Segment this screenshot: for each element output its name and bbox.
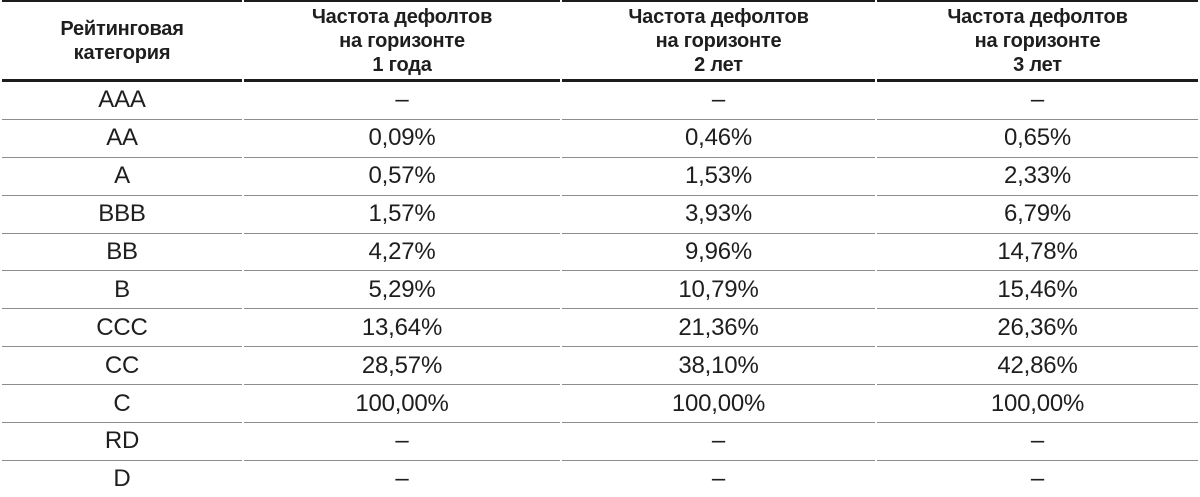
table-row: BB 4,27% 9,96% 14,78% — [2, 234, 1198, 272]
table-body: AAA – – – AA 0,09% 0,46% 0,65% A 0,57% 1… — [2, 82, 1198, 497]
table-row: B 5,29% 10,79% 15,46% — [2, 271, 1198, 310]
rating-category-cell: BB — [2, 234, 242, 272]
value-cell-3y: 2,33% — [877, 158, 1198, 196]
value-cell-1y: – — [244, 461, 560, 497]
value-cell-3y: – — [877, 423, 1198, 461]
value-cell-3y: 26,36% — [877, 309, 1198, 348]
header-cell-horizon-2y: Частота дефолтов на горизонте 2 лет — [562, 0, 875, 82]
table-row: D – – – — [2, 461, 1198, 497]
rating-category-cell: BBB — [2, 196, 242, 234]
value-cell-2y: 1,53% — [562, 158, 875, 196]
value-cell-1y: 0,09% — [244, 120, 560, 158]
header-row: Рейтинговая категория Частота дефолтов н… — [2, 0, 1198, 82]
value-cell-3y: 14,78% — [877, 234, 1198, 272]
value-cell-2y: – — [562, 82, 875, 120]
rating-category-cell: AAA — [2, 82, 242, 120]
header-cell-horizon-3y: Частота дефолтов на горизонте 3 лет — [877, 0, 1198, 82]
value-cell-2y: – — [562, 423, 875, 461]
header-cell-horizon-1y: Частота дефолтов на горизонте 1 года — [244, 0, 560, 82]
table-row: AAA – – – — [2, 82, 1198, 120]
table-row: A 0,57% 1,53% 2,33% — [2, 158, 1198, 196]
table-row: C 100,00% 100,00% 100,00% — [2, 385, 1198, 424]
value-cell-1y: 5,29% — [244, 271, 560, 310]
value-cell-1y: 100,00% — [244, 385, 560, 424]
value-cell-1y: – — [244, 82, 560, 120]
value-cell-2y: 10,79% — [562, 271, 875, 310]
value-cell-2y: 9,96% — [562, 234, 875, 272]
value-cell-3y: 0,65% — [877, 120, 1198, 158]
value-cell-1y: 1,57% — [244, 196, 560, 234]
value-cell-3y: 42,86% — [877, 347, 1198, 386]
value-cell-2y: 38,10% — [562, 347, 875, 386]
value-cell-2y: 0,46% — [562, 120, 875, 158]
rating-category-cell: CCC — [2, 309, 242, 348]
rating-category-cell: A — [2, 158, 242, 196]
value-cell-1y: 28,57% — [244, 347, 560, 386]
value-cell-1y: 4,27% — [244, 234, 560, 272]
value-cell-1y: – — [244, 423, 560, 461]
rating-category-cell: AA — [2, 120, 242, 158]
value-cell-3y: 6,79% — [877, 196, 1198, 234]
table-row: BBB 1,57% 3,93% 6,79% — [2, 196, 1198, 234]
rating-category-cell: D — [2, 461, 242, 497]
value-cell-2y: 100,00% — [562, 385, 875, 424]
table-row: CC 28,57% 38,10% 42,86% — [2, 347, 1198, 386]
header-cell-rating-category: Рейтинговая категория — [2, 0, 242, 82]
table-row: AA 0,09% 0,46% 0,65% — [2, 120, 1198, 158]
value-cell-1y: 0,57% — [244, 158, 560, 196]
rating-category-cell: C — [2, 385, 242, 424]
rating-category-cell: CC — [2, 347, 242, 386]
table-header: Рейтинговая категория Частота дефолтов н… — [2, 0, 1198, 82]
value-cell-2y: 21,36% — [562, 309, 875, 348]
table-row: CCC 13,64% 21,36% 26,36% — [2, 309, 1198, 348]
value-cell-3y: 100,00% — [877, 385, 1198, 424]
rating-category-cell: RD — [2, 423, 242, 461]
rating-category-cell: B — [2, 271, 242, 310]
value-cell-2y: – — [562, 461, 875, 497]
value-cell-1y: 13,64% — [244, 309, 560, 348]
value-cell-3y: – — [877, 82, 1198, 120]
value-cell-3y: – — [877, 461, 1198, 497]
value-cell-2y: 3,93% — [562, 196, 875, 234]
value-cell-3y: 15,46% — [877, 271, 1198, 310]
table-row: RD – – – — [2, 423, 1198, 461]
